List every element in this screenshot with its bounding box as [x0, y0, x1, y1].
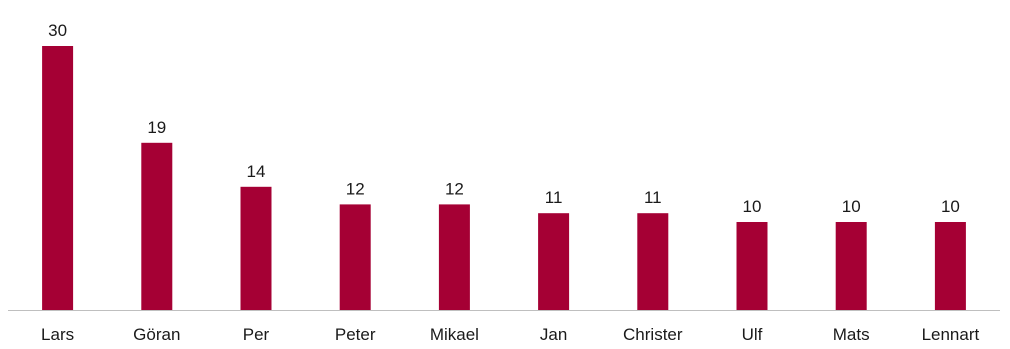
category-label: Per [243, 325, 270, 344]
bar-value-label: 11 [545, 188, 563, 207]
bar-value-label: 12 [445, 179, 464, 198]
category-label: Mats [833, 325, 870, 344]
bar-value-label: 10 [743, 197, 762, 216]
bar [637, 213, 669, 310]
category-label: Christer [623, 325, 683, 344]
bar [240, 186, 272, 310]
category-label: Peter [335, 325, 376, 344]
bar [42, 46, 74, 310]
category-labels-layer: Lars Göran Per Peter Mikael Jan Christer Ulf Mat… [41, 325, 979, 344]
bar [934, 222, 966, 310]
bar-value-label: 19 [147, 118, 166, 137]
bar-value-label: 11 [644, 188, 662, 207]
category-label: Lars [41, 325, 74, 344]
category-label: Mikael [430, 325, 479, 344]
bars-layer [42, 46, 966, 310]
category-label: Göran [133, 325, 180, 344]
bar-value-label: 30 [48, 21, 67, 40]
bar [339, 204, 371, 310]
bar [141, 142, 173, 310]
bar-value-label: 10 [941, 197, 960, 216]
bar-value-label: 10 [842, 197, 861, 216]
bar [438, 204, 470, 310]
category-label: Lennart [922, 325, 980, 344]
bar [835, 222, 867, 310]
bar-value-label: 12 [346, 179, 365, 198]
bar [538, 213, 570, 310]
bar [736, 222, 768, 310]
value-labels-layer: 30 19 14 12 12 11 11 10 10 10 [48, 21, 960, 216]
bar-value-label: 14 [247, 162, 266, 181]
category-label: Jan [540, 325, 567, 344]
category-label: Ulf [742, 325, 763, 344]
